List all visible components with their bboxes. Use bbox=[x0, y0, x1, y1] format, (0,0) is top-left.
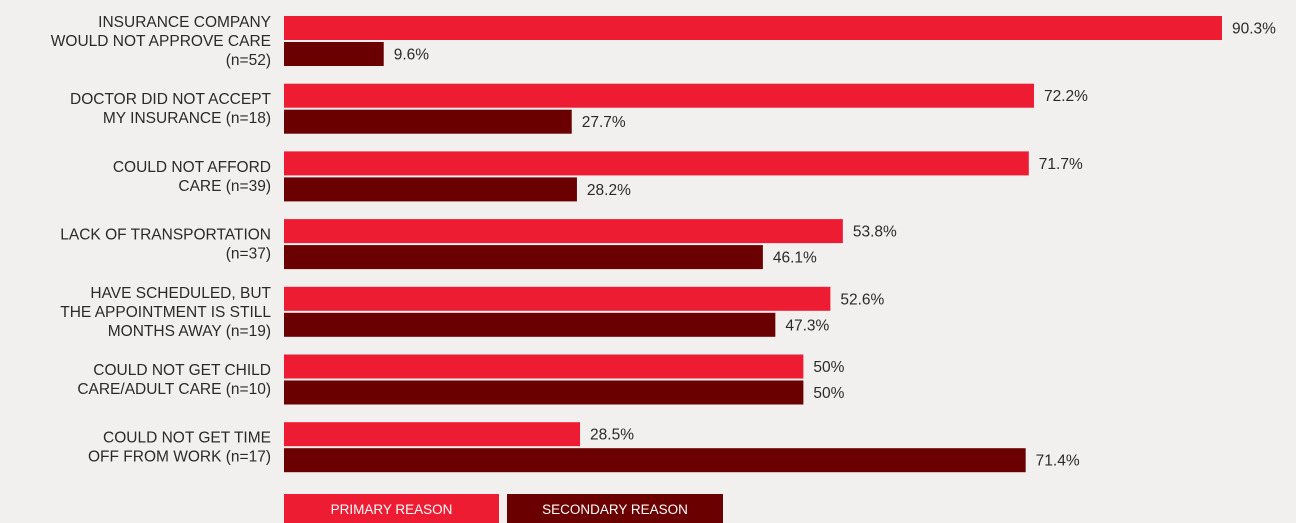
value-labels: 90.3% 9.6% 72.2% 27.7% 71.7% 28.2% 53.8% 46.1% 5… bbox=[394, 21, 1276, 470]
category-label: THE APPOINTMENT IS STILL bbox=[60, 304, 271, 321]
secondary-reason-bar bbox=[284, 177, 577, 202]
category-label: DOCTOR DID NOT ACCEPT bbox=[70, 91, 271, 108]
value-label: 47.3% bbox=[785, 317, 829, 334]
primary-reason-bar bbox=[284, 219, 843, 244]
value-label: 9.6% bbox=[394, 47, 430, 64]
value-label: 90.3% bbox=[1232, 21, 1276, 38]
category-label: MY INSURANCE (n=18) bbox=[103, 110, 271, 127]
category-label: WOULD NOT APPROVE CARE bbox=[51, 33, 271, 50]
legend-swatch bbox=[507, 494, 723, 523]
category-labels: INSURANCE COMPANY WOULD NOT APPROVE CARE (… bbox=[51, 14, 272, 466]
primary-reason-bar bbox=[284, 16, 1222, 40]
secondary-reason-bar bbox=[284, 448, 1026, 473]
category-label: COULD NOT GET TIME bbox=[103, 430, 271, 447]
value-label: 53.8% bbox=[853, 224, 897, 241]
value-label: 50% bbox=[813, 385, 844, 402]
legend-entry: PRIMARY REASON bbox=[331, 502, 453, 517]
bars bbox=[284, 16, 1222, 473]
category-label: (n=37) bbox=[226, 246, 271, 263]
category-label: COULD NOT AFFORD bbox=[113, 159, 271, 176]
value-label: 71.7% bbox=[1039, 156, 1083, 173]
value-label: 27.7% bbox=[582, 114, 626, 131]
category-label: CARE/ADULT CARE (n=10) bbox=[77, 381, 271, 398]
value-label: 50% bbox=[813, 359, 844, 376]
category-label: INSURANCE COMPANY bbox=[98, 14, 271, 31]
legend-entry: SECONDARY REASON bbox=[542, 502, 688, 517]
value-label: 28.5% bbox=[590, 427, 634, 444]
value-label: 71.4% bbox=[1036, 453, 1080, 470]
secondary-reason-bar bbox=[284, 109, 572, 134]
category-label: MONTHS AWAY (n=19) bbox=[108, 323, 271, 340]
category-label: LACK OF TRANSPORTATION bbox=[60, 227, 271, 244]
value-label: 46.1% bbox=[773, 250, 817, 267]
secondary-reason-bar bbox=[284, 380, 804, 405]
primary-reason-bar bbox=[284, 286, 831, 311]
category-label: COULD NOT GET CHILD bbox=[93, 362, 271, 379]
value-label: 72.2% bbox=[1044, 88, 1088, 105]
secondary-reason-bar bbox=[284, 42, 384, 66]
category-label: CARE (n=39) bbox=[178, 178, 271, 195]
legend: PRIMARY REASON SECONDARY REASON bbox=[284, 494, 723, 523]
value-label: 28.2% bbox=[587, 182, 631, 199]
primary-reason-bar bbox=[284, 354, 804, 379]
secondary-reason-bar bbox=[284, 312, 776, 337]
primary-reason-bar bbox=[284, 151, 1029, 176]
legend-swatch bbox=[284, 494, 499, 523]
category-label: OFF FROM WORK (n=17) bbox=[88, 449, 271, 466]
primary-reason-bar bbox=[284, 83, 1034, 108]
category-label: (n=52) bbox=[226, 52, 271, 69]
value-label: 52.6% bbox=[840, 291, 884, 308]
primary-reason-bar bbox=[284, 422, 581, 447]
secondary-reason-bar bbox=[284, 245, 763, 270]
category-label: HAVE SCHEDULED, BUT bbox=[90, 285, 271, 302]
